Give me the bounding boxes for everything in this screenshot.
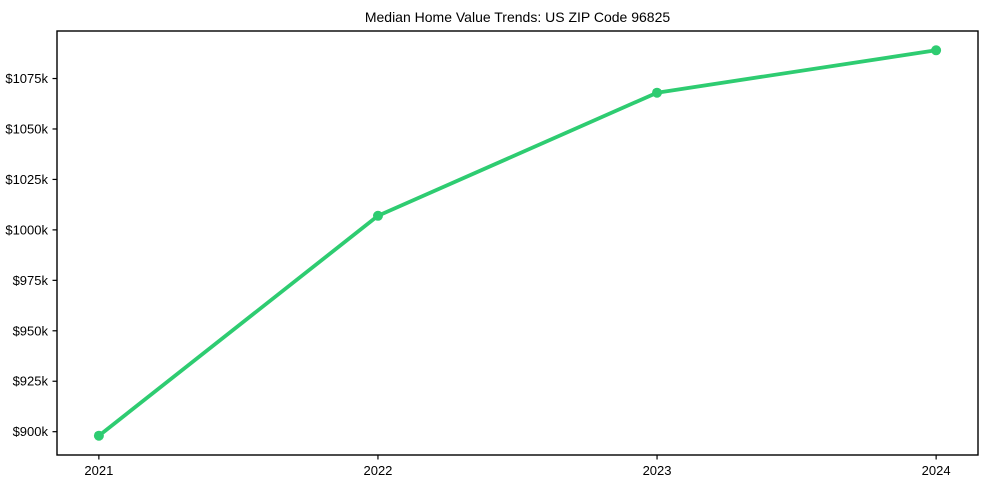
y-tick-label: $1025k	[5, 172, 48, 187]
y-tick-label: $925k	[13, 374, 49, 389]
data-point	[931, 45, 942, 56]
chart-title: Median Home Value Trends: US ZIP Code 96…	[365, 9, 671, 25]
y-tick-label: $900k	[13, 424, 49, 439]
trend-line-series	[93, 45, 942, 441]
x-tick-label: 2023	[643, 463, 672, 478]
data-point	[93, 430, 104, 441]
y-tick-label: $1075k	[5, 71, 48, 86]
y-tick-label: $1050k	[5, 121, 48, 136]
x-tick-label: 2022	[363, 463, 392, 478]
plot-border	[56, 30, 979, 456]
x-tick-label: 2021	[84, 463, 113, 478]
x-axis: 2021 2022 2023 2024	[84, 455, 951, 478]
y-axis: $900k $925k $950k $975k $1000k $1025k $1050k $1…	[5, 71, 57, 439]
data-point	[652, 87, 662, 98]
data-point	[373, 210, 383, 221]
trend-line	[97, 48, 938, 438]
y-tick-label: $1000k	[5, 222, 48, 237]
y-tick-label: $950k	[13, 323, 49, 338]
y-tick-label: $975k	[13, 273, 49, 288]
x-tick-label: 2024	[922, 463, 951, 478]
